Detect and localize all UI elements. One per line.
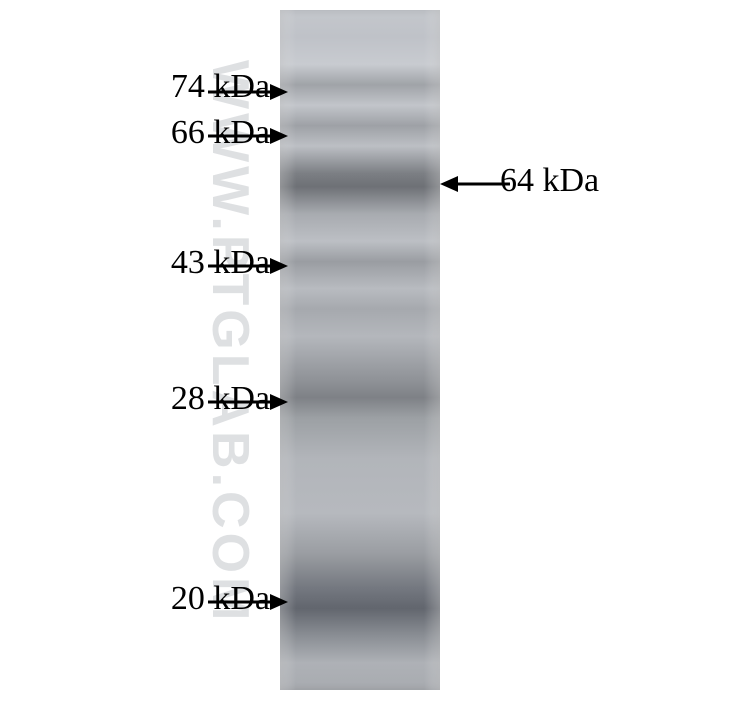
marker-arrow-43 xyxy=(208,254,288,255)
gel-lane xyxy=(280,10,440,690)
marker-label-64: 64 kDa xyxy=(500,164,599,198)
gel-figure: WWW.PTGLAB.COM 74 kDa 66 kDa 43 kDa 28 k… xyxy=(0,0,740,704)
marker-arrow-66 xyxy=(208,124,288,125)
marker-arrow-64 xyxy=(440,172,510,173)
marker-arrow-20 xyxy=(208,590,288,591)
marker-arrow-28 xyxy=(208,390,288,391)
marker-arrow-74 xyxy=(208,80,288,81)
